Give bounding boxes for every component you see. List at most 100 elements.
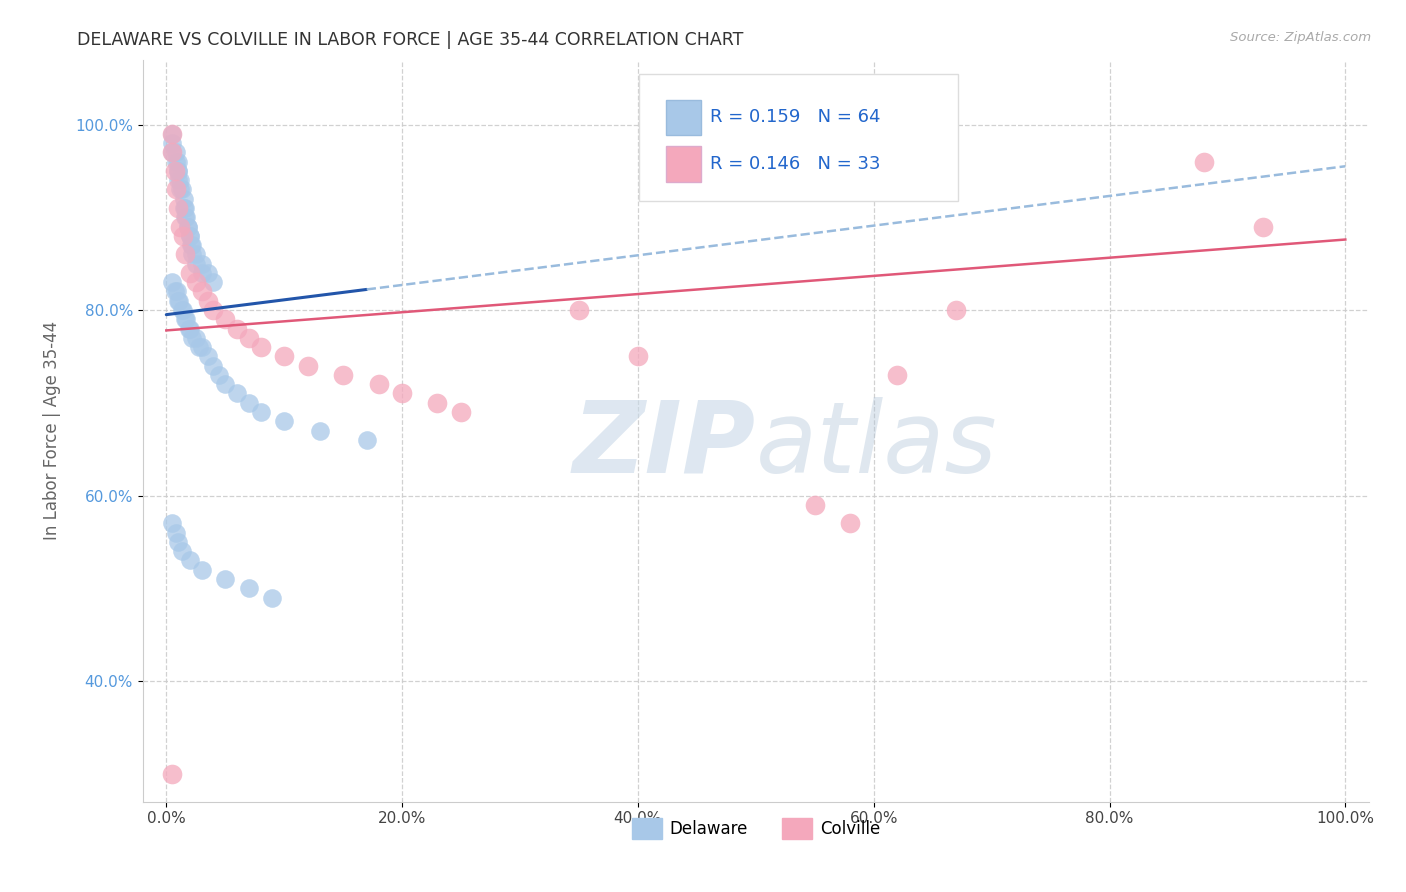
Point — [169, 173, 191, 187]
Point — [167, 164, 190, 178]
Point — [1251, 219, 1274, 234]
Point — [179, 228, 201, 243]
Point — [163, 164, 186, 178]
Point — [167, 293, 190, 308]
Point — [172, 228, 194, 243]
Point — [174, 312, 197, 326]
Point — [273, 350, 295, 364]
Point — [181, 247, 204, 261]
Point — [197, 266, 219, 280]
Point — [202, 359, 225, 373]
Point — [426, 396, 449, 410]
Point — [160, 766, 183, 780]
Point — [176, 219, 198, 234]
Point — [174, 201, 197, 215]
Point — [214, 312, 236, 326]
Point — [839, 516, 862, 531]
Point — [170, 544, 193, 558]
Point — [179, 553, 201, 567]
Point — [160, 145, 183, 160]
Point — [197, 350, 219, 364]
Point — [180, 238, 202, 252]
FancyBboxPatch shape — [666, 146, 700, 182]
Point — [202, 275, 225, 289]
Point — [238, 396, 260, 410]
Point — [214, 377, 236, 392]
Point — [179, 266, 201, 280]
Point — [174, 247, 197, 261]
Legend: Delaware, Colville: Delaware, Colville — [624, 812, 887, 846]
Point — [170, 303, 193, 318]
Point — [172, 303, 194, 318]
Point — [160, 136, 183, 150]
Point — [184, 257, 207, 271]
Point — [165, 145, 187, 160]
Point — [238, 331, 260, 345]
Point — [190, 563, 212, 577]
Point — [165, 154, 187, 169]
Point — [167, 173, 190, 187]
Point — [167, 534, 190, 549]
Point — [165, 525, 187, 540]
Point — [238, 581, 260, 595]
Point — [167, 154, 190, 169]
Y-axis label: In Labor Force | Age 35-44: In Labor Force | Age 35-44 — [44, 321, 60, 541]
Point — [188, 340, 211, 354]
Point — [184, 275, 207, 289]
Point — [226, 386, 249, 401]
Point — [945, 303, 967, 318]
Point — [391, 386, 413, 401]
Point — [179, 321, 201, 335]
Point — [160, 145, 183, 160]
Point — [190, 340, 212, 354]
Point — [169, 182, 191, 196]
Point — [160, 516, 183, 531]
Point — [169, 219, 191, 234]
Point — [165, 182, 187, 196]
Point — [886, 368, 908, 382]
Point — [1192, 154, 1215, 169]
Point — [190, 257, 212, 271]
Point — [190, 266, 212, 280]
Text: R = 0.159   N = 64: R = 0.159 N = 64 — [710, 109, 882, 127]
Point — [308, 424, 330, 438]
Point — [181, 238, 204, 252]
Point — [450, 405, 472, 419]
Point — [627, 350, 650, 364]
Point — [197, 293, 219, 308]
Point — [177, 321, 200, 335]
Point — [176, 219, 198, 234]
Point — [214, 572, 236, 586]
Text: Source: ZipAtlas.com: Source: ZipAtlas.com — [1230, 31, 1371, 45]
Text: ZIP: ZIP — [572, 397, 756, 494]
Point — [332, 368, 354, 382]
Point — [273, 414, 295, 428]
Point — [184, 331, 207, 345]
Point — [173, 201, 195, 215]
Point — [803, 498, 825, 512]
FancyBboxPatch shape — [666, 100, 700, 136]
Point — [208, 368, 231, 382]
Point — [356, 433, 378, 447]
Point — [160, 127, 183, 141]
Text: DELAWARE VS COLVILLE IN LABOR FORCE | AGE 35-44 CORRELATION CHART: DELAWARE VS COLVILLE IN LABOR FORCE | AG… — [77, 31, 744, 49]
Point — [190, 285, 212, 299]
Point — [176, 312, 198, 326]
Point — [367, 377, 389, 392]
Point — [226, 321, 249, 335]
Point — [166, 285, 188, 299]
FancyBboxPatch shape — [640, 74, 957, 201]
Point — [568, 303, 591, 318]
Point — [249, 405, 271, 419]
Point — [169, 293, 191, 308]
Point — [176, 211, 198, 225]
Point — [173, 192, 195, 206]
Point — [179, 228, 201, 243]
Point — [249, 340, 271, 354]
Point — [163, 285, 186, 299]
Point — [184, 247, 207, 261]
Point — [167, 201, 190, 215]
Point — [167, 164, 190, 178]
Point — [262, 591, 284, 605]
Text: atlas: atlas — [756, 397, 997, 494]
